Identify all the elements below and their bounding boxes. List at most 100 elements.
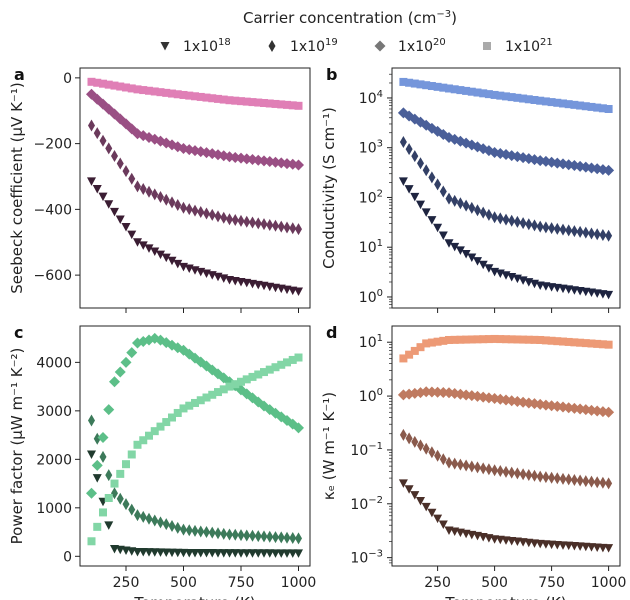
y-tick-label-d-3: 100 — [359, 387, 383, 405]
data-point-d-3 — [445, 335, 453, 344]
data-point-c-3 — [99, 508, 107, 517]
data-point-b-3 — [553, 98, 562, 107]
panel-label-c: c — [14, 323, 23, 342]
y-tick-label-b-0: 100 — [359, 288, 383, 306]
legend-marker-19 — [268, 40, 276, 52]
data-point-b-0 — [404, 185, 414, 194]
data-point-c-0 — [225, 549, 234, 558]
data-point-c-3 — [219, 385, 228, 394]
data-point-b-1 — [445, 192, 453, 205]
y-axis-label-c: Power factor (μW m⁻¹ K⁻²) — [8, 348, 26, 545]
data-point-b-1 — [513, 215, 521, 228]
data-point-d-1 — [411, 435, 419, 448]
data-point-b-0 — [450, 242, 460, 252]
data-point-d-1 — [417, 439, 424, 452]
series-b-1 — [399, 136, 613, 242]
data-point-a-3 — [133, 85, 142, 94]
y-tick-label-b-1: 101 — [359, 238, 383, 256]
data-point-c-2 — [86, 487, 97, 499]
data-point-a-3 — [225, 96, 234, 105]
data-point-a-0 — [104, 200, 114, 209]
data-point-a-1 — [180, 201, 187, 214]
data-point-d-3 — [433, 337, 442, 346]
data-point-b-1 — [491, 211, 499, 224]
data-point-c-3 — [231, 380, 240, 389]
x-axis-label-c: Temperature (K) — [133, 594, 255, 600]
data-point-a-1 — [139, 183, 147, 196]
data-point-c-0 — [207, 549, 217, 558]
data-point-a-3 — [283, 100, 291, 109]
data-point-b-0 — [410, 192, 420, 202]
data-point-d-3 — [439, 336, 448, 345]
data-point-d-1 — [548, 471, 556, 484]
data-point-d-1 — [445, 456, 453, 469]
data-point-a-3 — [260, 99, 268, 108]
series-a-1 — [88, 119, 302, 236]
data-point-d-1 — [536, 470, 544, 483]
data-point-c-3 — [145, 431, 153, 440]
data-point-d-3 — [587, 339, 596, 348]
y-tick-label-c-0: 0 — [63, 549, 72, 565]
data-point-b-1 — [588, 227, 595, 240]
data-point-c-3 — [294, 353, 303, 362]
data-point-c-3 — [225, 382, 234, 391]
data-point-d-1 — [502, 465, 510, 478]
data-point-c-1 — [105, 469, 113, 482]
data-point-b-1 — [605, 229, 613, 242]
data-point-b-3 — [598, 104, 607, 113]
data-point-c-3 — [214, 388, 222, 397]
y-tick-label-c-2: 2000 — [36, 452, 72, 468]
data-point-c-0 — [259, 549, 269, 558]
data-point-a-0 — [121, 223, 131, 232]
data-point-d-1 — [456, 458, 464, 471]
series-b-2 — [397, 107, 615, 176]
y-tick-label-c-1: 1000 — [36, 501, 72, 517]
data-point-a-0 — [173, 259, 183, 269]
data-point-c-0 — [156, 548, 165, 557]
data-point-c-3 — [288, 355, 297, 364]
data-point-a-0 — [87, 177, 96, 186]
data-point-b-3 — [399, 77, 408, 86]
data-point-c-1 — [249, 529, 256, 542]
data-point-d-3 — [581, 339, 590, 348]
data-point-c-1 — [214, 527, 222, 540]
series-a-3 — [87, 77, 303, 110]
legend-label-20: 1x1020 — [398, 37, 446, 55]
data-point-c-0 — [87, 450, 96, 459]
data-point-a-1 — [226, 213, 233, 226]
data-point-c-1 — [283, 531, 291, 544]
data-point-a-1 — [157, 191, 164, 204]
data-point-d-3 — [598, 340, 607, 349]
data-point-a-1 — [266, 218, 274, 231]
data-point-a-3 — [99, 79, 107, 88]
data-point-c-2 — [109, 376, 120, 388]
data-point-d-3 — [593, 339, 602, 348]
data-point-d-0 — [404, 485, 414, 494]
data-point-d-3 — [553, 337, 562, 346]
data-point-b-3 — [467, 87, 476, 96]
data-point-a-1 — [134, 180, 141, 193]
data-point-d-1 — [462, 459, 470, 472]
data-point-c-0 — [248, 549, 257, 558]
data-point-b-1 — [468, 201, 476, 214]
data-point-b-0 — [444, 239, 454, 248]
data-point-c-0 — [150, 548, 160, 557]
data-point-a-0 — [144, 244, 154, 253]
data-point-a-1 — [122, 165, 130, 178]
data-point-b-1 — [519, 217, 527, 230]
panel-label-a: a — [14, 65, 25, 84]
data-point-c-1 — [254, 530, 262, 543]
data-point-a-3 — [265, 99, 274, 108]
data-point-c-0 — [276, 549, 286, 558]
data-point-b-3 — [547, 98, 556, 107]
data-point-a-1 — [272, 219, 279, 232]
data-point-d-0 — [421, 502, 431, 512]
data-point-b-0 — [467, 253, 477, 263]
series-d-0 — [398, 479, 614, 553]
data-point-c-1 — [93, 432, 101, 445]
data-point-c-1 — [197, 525, 205, 538]
data-point-d-1 — [428, 446, 436, 459]
data-point-a-3 — [185, 91, 194, 100]
data-point-b-0 — [427, 216, 437, 225]
x-tick-label-c-500: 500 — [170, 575, 197, 591]
